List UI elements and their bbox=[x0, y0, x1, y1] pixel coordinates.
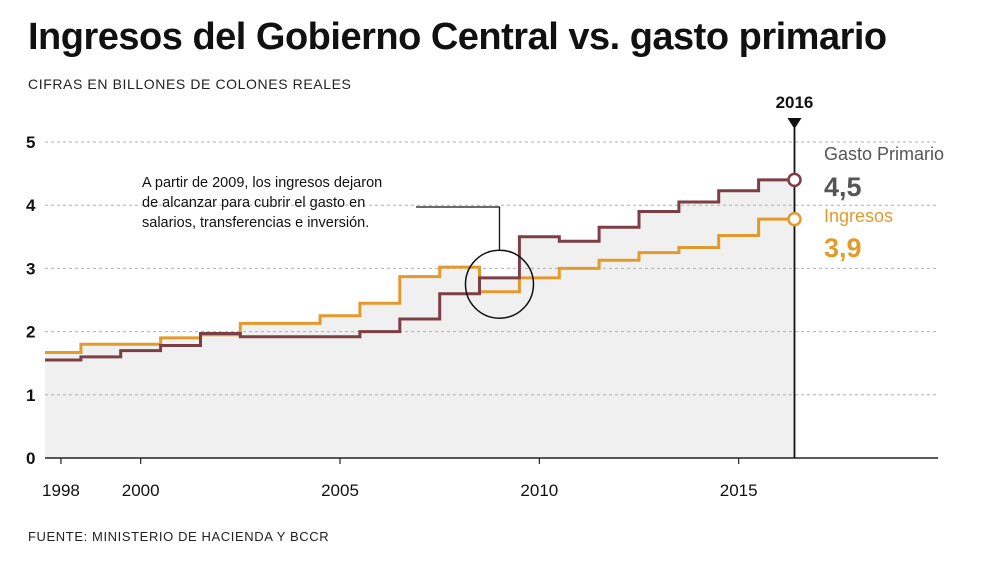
x-tick-label: 2010 bbox=[520, 481, 558, 500]
legend-gasto-primario-value: 4,5 bbox=[824, 172, 862, 202]
endpoint-gasto-primario bbox=[787, 172, 802, 188]
series-line-ingresos bbox=[45, 217, 795, 354]
grid-layer bbox=[45, 141, 938, 396]
chart-title: Ingresos del Gobierno Central vs. gasto … bbox=[28, 16, 887, 58]
endpoint-ingresos bbox=[787, 211, 802, 227]
annotation-text-line: salarios, transferencias e inversión. bbox=[142, 215, 369, 231]
y-tick-label: 5 bbox=[26, 133, 35, 152]
y-tick-label: 4 bbox=[26, 196, 36, 215]
x-tick-label: 2000 bbox=[122, 481, 160, 500]
x-tick-label: 2005 bbox=[321, 481, 359, 500]
x-tick-label: 2015 bbox=[720, 481, 758, 500]
axis-layer: 0 1 2 3 4 5 1998 2000 2005 2010 2015 bbox=[26, 133, 938, 500]
annotation-layer: A partir de 2009, los ingresos dejaron de… bbox=[142, 175, 535, 319]
y-tick-label: 2 bbox=[26, 323, 35, 342]
y-tick-label: 3 bbox=[26, 259, 35, 278]
chart-subtitle: CIFRAS EN BILLONES DE COLONES REALES bbox=[28, 76, 352, 92]
marker-layer: 2016 bbox=[776, 93, 814, 458]
y-tick-label: 1 bbox=[26, 386, 35, 405]
legend-gasto-primario-name: Gasto Primario bbox=[824, 144, 944, 164]
x-tick-label: 1998 bbox=[42, 481, 80, 500]
annotation-circle bbox=[464, 249, 535, 319]
annotation-text-line: de alcanzar para cubrir el gasto en bbox=[142, 195, 365, 211]
marker-label: 2016 bbox=[776, 93, 814, 112]
annotation-text-line: A partir de 2009, los ingresos dejaron bbox=[142, 175, 382, 191]
legend-layer: Gasto Primario 4,5 Ingresos 3,9 bbox=[824, 144, 944, 263]
source-note: FUENTE: MINISTERIO DE HACIENDA Y BCCR bbox=[28, 529, 330, 544]
y-tick-label: 0 bbox=[26, 449, 35, 468]
annotation-leader bbox=[416, 206, 501, 251]
marker-triangle bbox=[787, 118, 802, 129]
series-line-gasto-primario bbox=[45, 178, 795, 362]
legend-ingresos-name: Ingresos bbox=[824, 206, 893, 226]
legend-ingresos-value: 3,9 bbox=[824, 233, 862, 263]
series-layer bbox=[45, 178, 795, 362]
